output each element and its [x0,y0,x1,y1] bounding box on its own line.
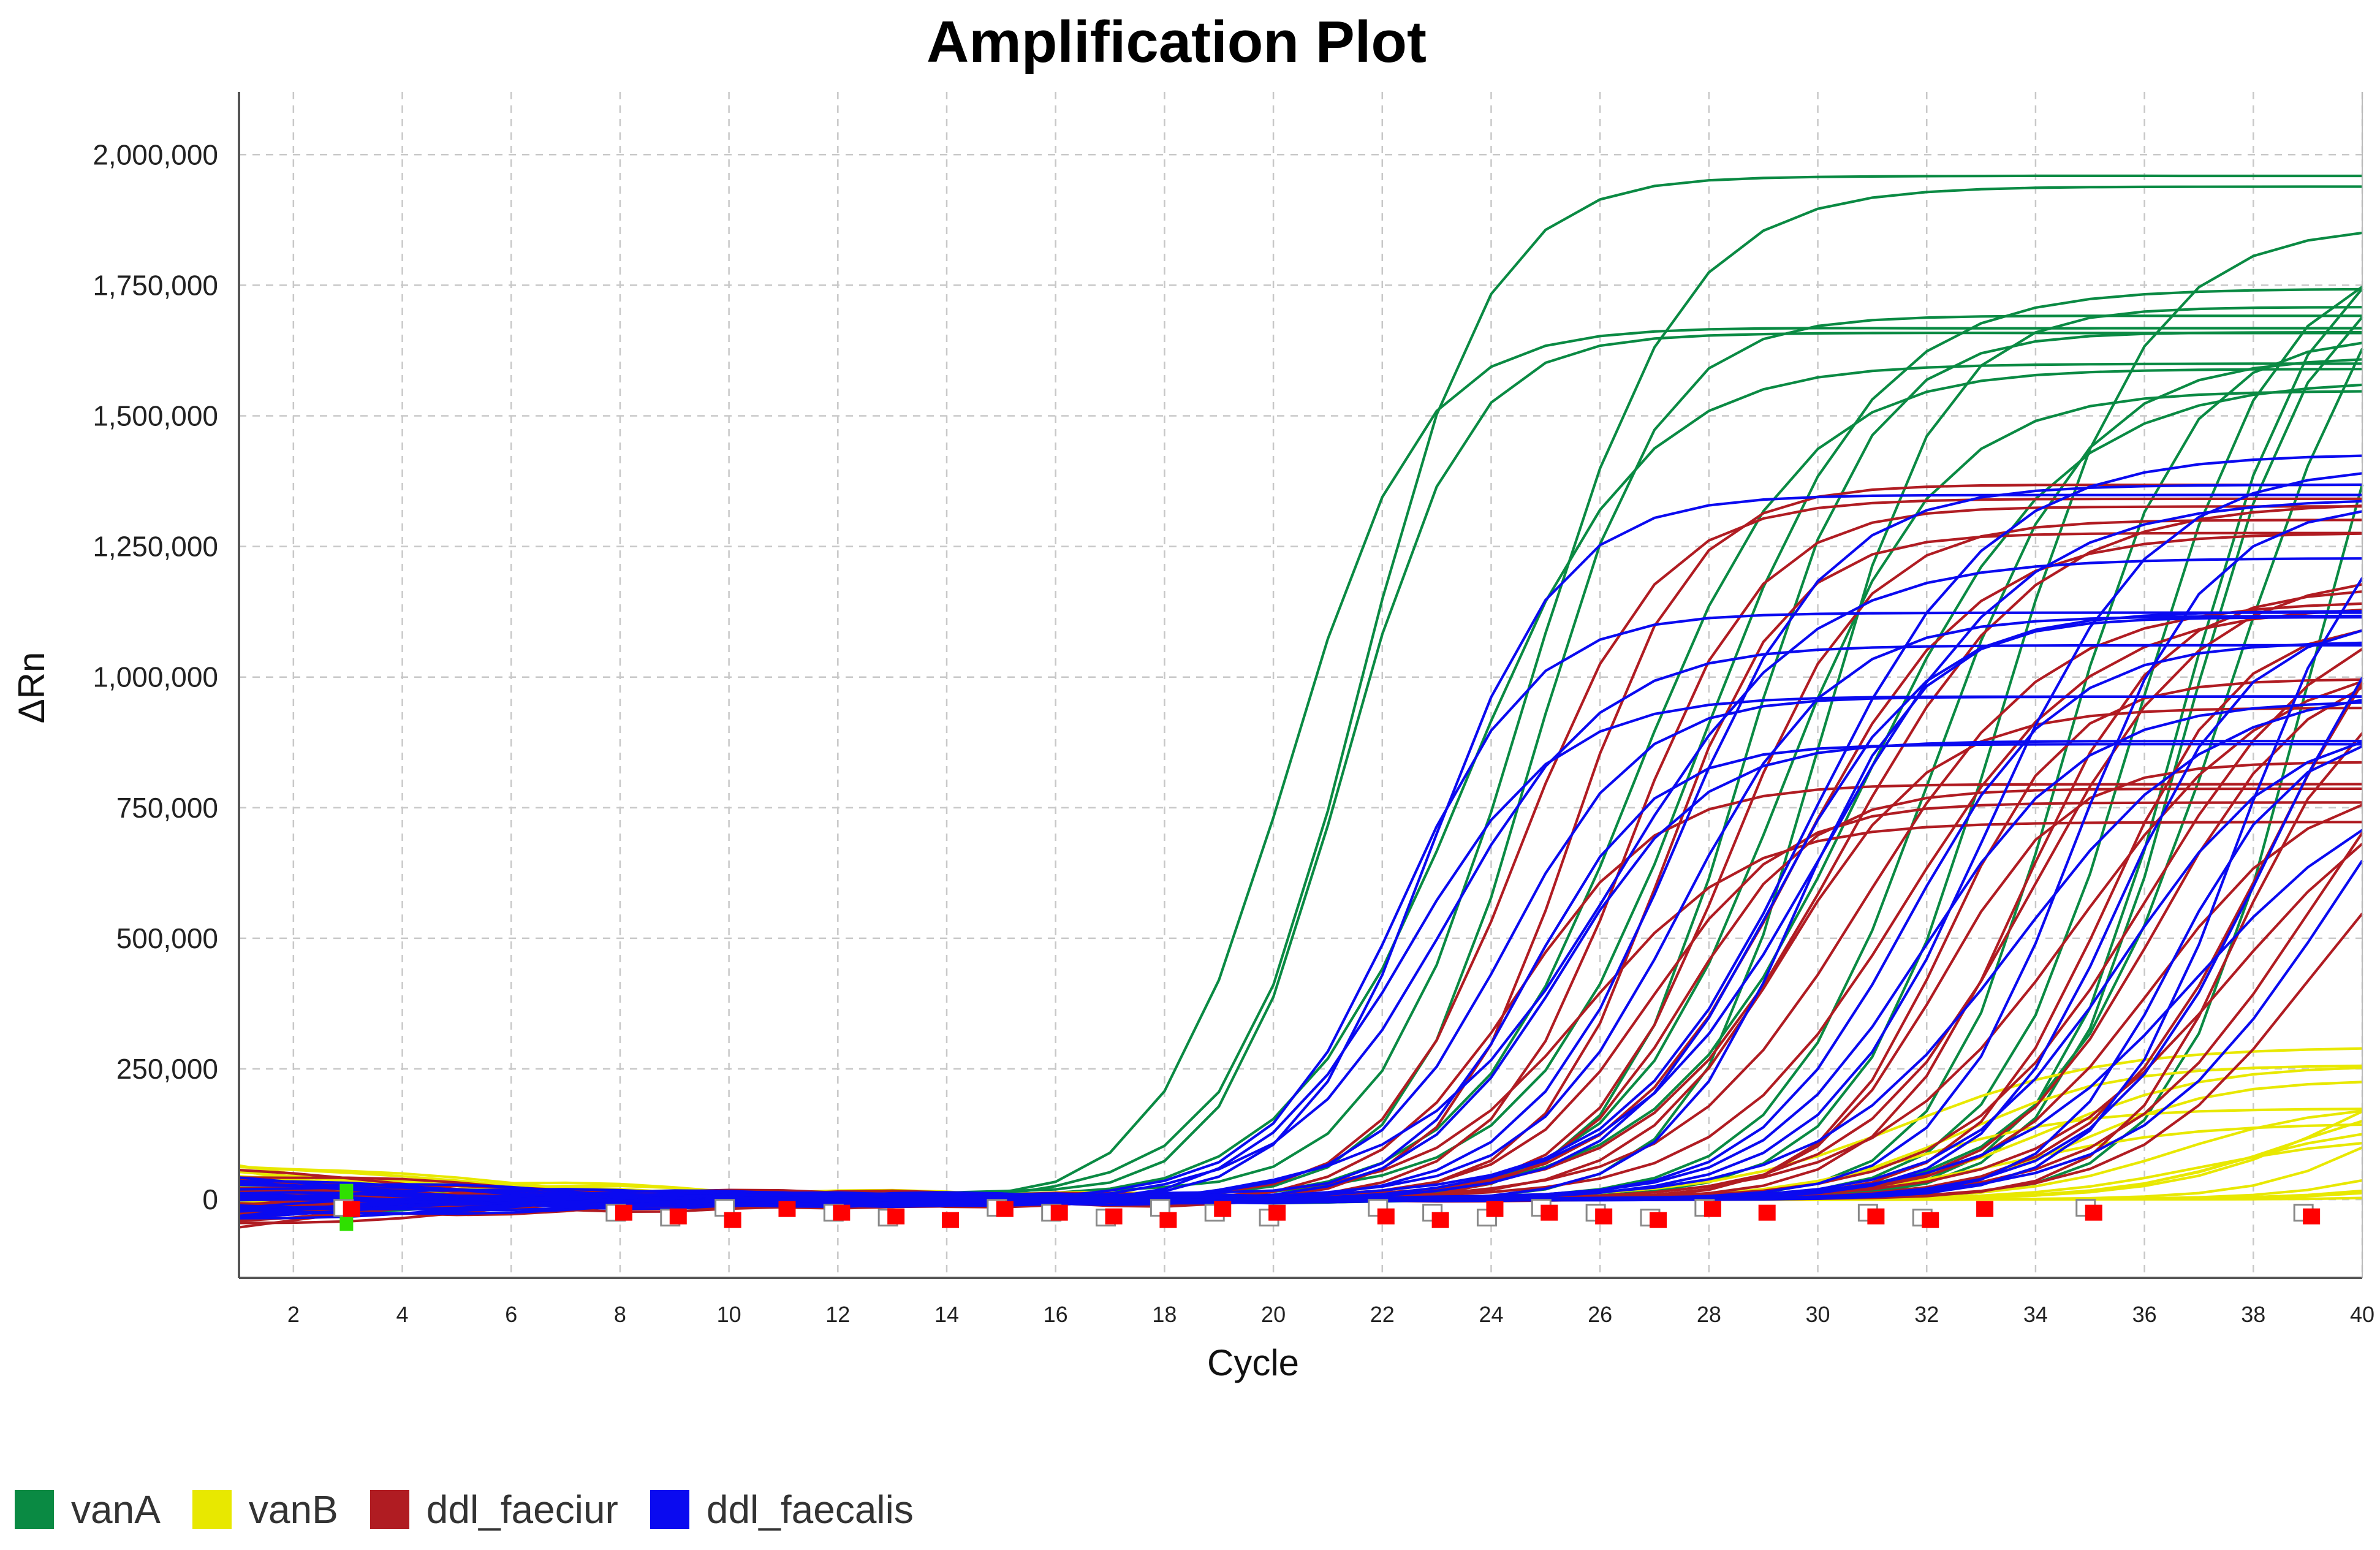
x-tick-label: 22 [1370,1302,1395,1327]
y-tick-label: 1,000,000 [93,661,218,693]
ct-marker-red [1214,1201,1232,1217]
ct-marker-red [615,1204,632,1221]
ct-marker-red [887,1208,905,1225]
x-tick-label: 38 [2241,1302,2265,1327]
ct-marker-red [1159,1212,1177,1228]
x-tick-label: 14 [934,1302,959,1327]
legend-swatch-ddl-faecium [370,1490,409,1529]
marker-layer [333,1183,2321,1231]
legend: vanA vanB ddl_faeciur ddl_faecalis [15,1482,946,1537]
y-tick-label: 1,750,000 [93,269,218,301]
series-ddl-faecalis-curve [238,677,2363,1204]
y-tick-label: 250,000 [116,1053,218,1085]
x-tick-label: 18 [1152,1302,1177,1327]
ct-marker-red [942,1212,959,1228]
ct-marker-red [1377,1208,1395,1225]
x-tick-label: 12 [825,1302,850,1327]
curve-layer [238,174,2364,1229]
legend-item-vanb[interactable]: vanB [192,1487,338,1532]
legend-label-vanb: vanB [248,1487,338,1532]
legend-label-ddl-faecium: ddl_faeciur [426,1487,618,1532]
x-tick-label: 20 [1261,1302,1286,1327]
ct-marker-red [1105,1208,1123,1225]
x-tick-label: 2 [287,1302,300,1327]
y-tick-label: 0 [202,1183,218,1215]
ct-marker-red [833,1204,851,1221]
legend-swatch-vana [15,1490,54,1529]
x-tick-label: 30 [1806,1302,1830,1327]
ct-marker-red [2085,1204,2102,1221]
amplification-plot: 2 4 6 8 10 12 14 16 18 20 22 24 26 28 30 32 34 36 38 400250… [11,92,2374,1383]
x-tick-label: 40 [2350,1302,2374,1327]
ct-marker-red [1050,1204,1068,1221]
ct-marker-red [1976,1201,1994,1217]
x-tick-label: 16 [1044,1302,1068,1327]
legend-swatch-ddl-faecalis [650,1490,689,1529]
legend-label-ddl-faecalis: ddl_faecalis [706,1487,914,1532]
ct-marker-red [1758,1204,1776,1221]
ct-marker-red [343,1201,360,1217]
ct-marker-red [1595,1208,1613,1225]
ct-marker-red [1922,1212,1939,1228]
ct-marker-red [1431,1212,1449,1228]
x-tick-label: 4 [396,1302,409,1327]
x-tick-label: 8 [614,1302,626,1327]
ct-marker-red [669,1208,687,1225]
ct-marker-red [1268,1204,1286,1221]
plot-background [239,92,2362,1278]
series-ddl-faecalis-curve [238,860,2363,1205]
ct-marker-gray [714,1199,735,1217]
y-tick-label: 1,250,000 [93,531,218,563]
ct-marker-red [1867,1208,1885,1225]
legend-item-ddl-faecalis[interactable]: ddl_faecalis [650,1487,914,1532]
ct-marker-red [1486,1201,1504,1217]
tick-labels: 2 4 6 8 10 12 14 16 18 20 22 24 26 28 30 32 34 36 38 400250… [93,139,2374,1327]
legend-swatch-vanb [192,1490,232,1529]
x-tick-label: 6 [505,1302,517,1327]
x-tick-label: 24 [1479,1302,1503,1327]
axes [238,92,2363,1279]
ct-marker-red [2303,1208,2321,1225]
y-tick-label: 500,000 [116,922,218,954]
ct-marker-red [996,1201,1014,1217]
ct-marker-red [724,1212,741,1228]
y-axis-label: ΔRn [11,652,52,724]
series-ddl-faecalis-curve [238,695,2362,1218]
ct-marker-red [778,1201,796,1217]
legend-item-vana[interactable]: vanA [15,1487,161,1532]
series-ddl-faecalis-curve [238,493,2362,1219]
x-tick-label: 28 [1697,1302,1721,1327]
series-ddl-faecalis-curve [238,577,2363,1220]
x-tick-label: 32 [1914,1302,1939,1327]
ct-marker-red [1704,1201,1721,1217]
chart-title: Amplification Plot [927,9,1427,75]
ct-marker-red [1650,1212,1667,1228]
y-tick-label: 750,000 [116,792,218,824]
x-axis-label: Cycle [1207,1342,1299,1383]
ct-marker-red [1541,1204,1558,1221]
y-tick-label: 2,000,000 [93,139,218,170]
y-tick-label: 1,500,000 [93,400,218,432]
x-tick-label: 36 [2132,1302,2157,1327]
x-tick-label: 34 [2023,1302,2048,1327]
x-tick-label: 10 [717,1302,741,1327]
x-tick-label: 26 [1588,1302,1612,1327]
legend-label-vana: vanA [71,1487,161,1532]
legend-item-ddl-faecium[interactable]: ddl_faeciur [370,1487,618,1532]
